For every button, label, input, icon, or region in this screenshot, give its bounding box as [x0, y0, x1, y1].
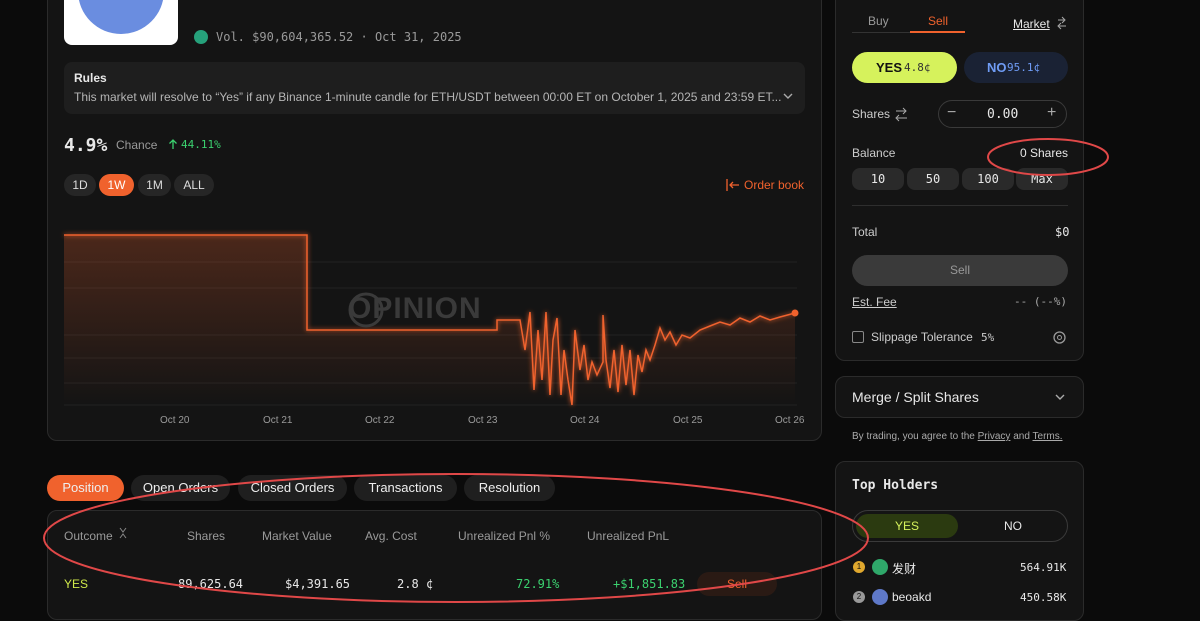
tab[interactable]: Open Orders — [131, 475, 230, 501]
order-type[interactable]: Market — [1013, 17, 1050, 31]
timeframe-active[interactable]: 1W — [99, 174, 134, 196]
quick-amount[interactable]: 10 — [852, 168, 904, 190]
rules-box[interactable] — [64, 62, 805, 114]
divider — [852, 205, 1068, 206]
balance-value: 0 Shares — [1020, 146, 1069, 160]
shares-label: Shares — [852, 107, 891, 121]
holder-amount: 450.58K — [1020, 591, 1067, 604]
cell-outcome: YES — [64, 577, 89, 591]
slippage-label: Slippage Tolerance — [871, 330, 973, 344]
rules-text: This market will resolve to “Yes” if any… — [74, 90, 782, 104]
tab[interactable]: Resolution — [464, 475, 555, 501]
page: {"market": {"volume": "Vol. $90,604,365.… — [43, 0, 1109, 621]
watermark: OPINION — [348, 292, 482, 325]
x-label: Oct 23 — [468, 415, 498, 426]
terms-and: and — [1013, 431, 1030, 442]
minus[interactable]: − — [947, 104, 957, 121]
side-tab-active[interactable]: Sell — [928, 14, 949, 28]
column-header[interactable]: Outcome — [64, 529, 113, 543]
column-header[interactable]: Unrealized PnL — [587, 529, 670, 543]
x-label: Oct 25 — [673, 415, 703, 426]
x-label: Oct 26 — [775, 415, 805, 426]
holders-title: Top Holders — [852, 478, 939, 493]
shares-value: 0.00 — [987, 107, 1019, 122]
tab[interactable]: Transactions — [354, 475, 457, 501]
volume: Vol. $90,604,365.52 · Oct 31, 2025 — [216, 30, 462, 44]
x-label: Oct 24 — [570, 415, 600, 426]
terms-link[interactable]: Terms. — [1032, 431, 1063, 442]
no-button[interactable] — [964, 52, 1068, 83]
yes-button[interactable] — [852, 52, 957, 83]
merge-card[interactable] — [835, 376, 1084, 418]
x-label: Oct 20 — [160, 415, 190, 426]
cell-value: $4,391.65 — [285, 577, 351, 591]
terms-text: By trading, you agree to the Privacy and… — [852, 431, 1063, 442]
tab-active[interactable]: Position — [47, 475, 124, 501]
slippage-checkbox[interactable] — [852, 331, 864, 343]
yes-label: YES — [876, 60, 903, 75]
chevron — [783, 93, 793, 99]
cell-cost: 2.8 ¢ — [397, 577, 434, 591]
column-header[interactable]: Avg. Cost — [365, 529, 417, 543]
rules-title: Rules — [74, 71, 107, 85]
column-header[interactable]: Market Value — [262, 529, 332, 543]
cell-pnl: +$1,851.83 — [613, 577, 686, 591]
logo-icon — [78, 0, 164, 34]
up-arrow — [169, 139, 177, 149]
holders-tab-active[interactable]: YES — [856, 514, 958, 538]
settings-icon[interactable] — [1052, 330, 1067, 345]
balance-label: Balance — [852, 146, 896, 160]
chance-value: 4.9% — [64, 135, 108, 156]
timeframe[interactable]: 1M — [138, 174, 171, 196]
row-sell-button[interactable]: Sell — [697, 572, 777, 596]
plus[interactable]: + — [1047, 104, 1057, 121]
yes-price: 4.8¢ — [904, 61, 931, 74]
avatar — [872, 559, 888, 575]
positions-table — [47, 510, 822, 620]
merge-title: Merge / Split Shares — [852, 389, 979, 405]
holder-amount: 564.91K — [1020, 561, 1067, 574]
avatar — [872, 589, 888, 605]
timeframe[interactable]: 1D — [64, 174, 96, 196]
cell-shares: 89,625.64 — [178, 577, 244, 591]
shares-input[interactable] — [938, 100, 1067, 128]
rank-badge: 1 — [853, 561, 865, 573]
no-label: NO — [987, 60, 1007, 75]
no-price: 95.1¢ — [1007, 61, 1041, 74]
quick-amount[interactable]: 100 — [962, 168, 1014, 190]
column-header[interactable]: Unrealized Pnl % — [458, 529, 551, 543]
holder-name[interactable]: beoakd — [892, 590, 932, 604]
terms-prefix: By trading, you agree to the — [852, 431, 975, 442]
chance-label: Chance — [116, 138, 158, 152]
holder-name[interactable]: 发财 — [892, 562, 917, 576]
x-label: Oct 22 — [365, 415, 395, 426]
cell-pnl-pct: 72.91% — [516, 577, 560, 591]
fee-label: Est. Fee — [852, 295, 897, 309]
rank-badge: 2 — [853, 591, 865, 603]
divider — [852, 32, 965, 33]
chevron — [1055, 394, 1065, 400]
quick-amount[interactable]: Max — [1016, 168, 1068, 190]
fee-value: -- (--%) — [1014, 295, 1067, 308]
order-book-icon — [726, 179, 739, 191]
slippage-value: 5% — [981, 331, 995, 344]
tab[interactable]: Closed Orders — [238, 475, 347, 501]
order-book-link[interactable]: Order book — [744, 178, 805, 192]
total-label: Total — [852, 225, 878, 239]
side-tab[interactable]: Buy — [868, 14, 889, 28]
submit-button[interactable]: Sell — [852, 255, 1068, 286]
timeframe[interactable]: ALL — [174, 174, 214, 196]
market-logo — [64, 0, 178, 45]
holders-tab[interactable]: NO — [1004, 519, 1022, 533]
tab-underline — [910, 31, 965, 33]
quick-amount[interactable]: 50 — [907, 168, 959, 190]
tether-icon — [194, 30, 208, 44]
privacy-link[interactable]: Privacy — [977, 431, 1011, 442]
chance-change: 44.11% — [181, 138, 221, 151]
total-value: $0 — [1055, 225, 1070, 239]
x-label: Oct 21 — [263, 415, 293, 426]
column-header[interactable]: Shares — [187, 529, 226, 543]
